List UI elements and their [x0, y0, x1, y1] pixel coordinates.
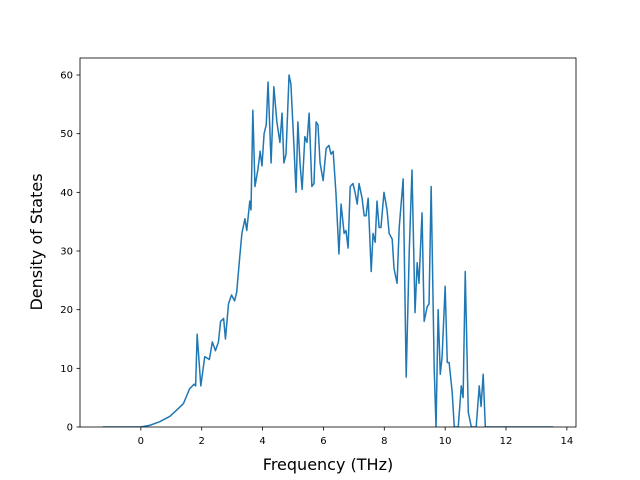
y-tick-label: 40 [60, 188, 73, 199]
x-tick-label: 0 [138, 436, 144, 447]
plot-frame [79, 57, 577, 428]
y-tick-label: 20 [60, 305, 73, 316]
x-tick-label: 4 [259, 436, 265, 447]
x-tick-label: 14 [561, 436, 574, 447]
x-tick-label: 10 [439, 436, 452, 447]
y-tick-label: 60 [60, 71, 73, 82]
x-axis-label: Frequency (THz) [263, 455, 393, 474]
line-series [102, 74, 554, 427]
x-tick-label: 12 [500, 436, 513, 447]
x-tick-label: 6 [320, 436, 326, 447]
y-tick-label: 30 [60, 247, 73, 258]
x-tick-label: 2 [199, 436, 205, 447]
y-axis-label: Density of States [27, 173, 46, 310]
x-tick-label: 8 [381, 436, 387, 447]
y-tick-label: 0 [67, 423, 73, 434]
y-tick-label: 50 [60, 129, 73, 140]
y-tick-label: 10 [60, 364, 73, 375]
